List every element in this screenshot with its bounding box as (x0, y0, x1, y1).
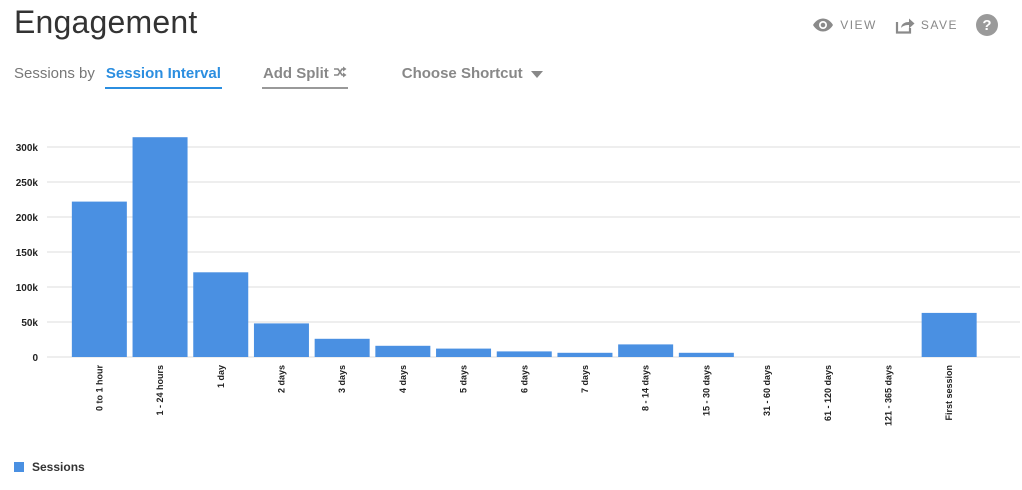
eye-icon (812, 18, 834, 32)
x-tick-label: 61 - 120 days (823, 365, 833, 421)
save-label: SAVE (920, 18, 958, 32)
x-tick-label: First session (944, 365, 954, 421)
x-tick-label: 31 - 60 days (762, 365, 772, 416)
bar[interactable] (557, 352, 613, 357)
x-tick-label: 6 days (519, 365, 529, 393)
share-icon (895, 17, 915, 34)
view-label: VIEW (840, 18, 877, 32)
query-controls: Sessions by Session Interval Add Split C… (14, 64, 543, 89)
x-tick-label: 1 day (216, 365, 226, 388)
x-tick-label: 7 days (580, 365, 590, 393)
bar[interactable] (132, 137, 188, 357)
x-tick-label: 3 days (337, 365, 347, 393)
sessions-bar-chart: 0 50k 100k 150k 200k 250k 300k 0 to 1 hour 1 - 2… (16, 137, 1020, 426)
caret-down-icon (530, 70, 543, 78)
bar[interactable] (496, 351, 552, 357)
session-interval-selector[interactable]: Session Interval (104, 64, 222, 89)
bar[interactable] (436, 348, 492, 357)
split-icon (333, 65, 347, 82)
x-tick-label: 0 to 1 hour (94, 365, 104, 411)
legend-label: Sessions (32, 460, 85, 474)
bar[interactable] (253, 323, 309, 357)
x-tick-label: 2 days (276, 365, 286, 393)
question-icon: ? (982, 16, 992, 34)
y-tick-label: 250k (16, 178, 39, 189)
page-title: Engagement (14, 4, 198, 40)
x-tick-label: 121 - 365 days (883, 365, 893, 426)
y-tick-label: 100k (16, 283, 39, 294)
shortcut-label: Choose Shortcut (401, 65, 523, 82)
y-tick-label: 150k (16, 248, 39, 259)
y-tick-label: 200k (16, 213, 39, 224)
x-tick-label: 5 days (459, 365, 469, 393)
legend-swatch (14, 462, 24, 472)
y-tick-label: 50k (21, 318, 38, 329)
x-tick-label: 4 days (398, 365, 408, 393)
x-tick-label: 1 - 24 hours (155, 365, 165, 416)
x-tick-label: 8 - 14 days (641, 365, 651, 411)
add-split-button[interactable]: Add Split (261, 64, 348, 89)
bar[interactable] (314, 338, 370, 357)
view-button[interactable]: VIEW (812, 18, 877, 32)
sessions-by-label: Sessions by (14, 65, 95, 82)
bar[interactable] (921, 312, 977, 357)
x-tick-label: 15 - 30 days (701, 365, 711, 416)
choose-shortcut-dropdown[interactable]: Choose Shortcut (402, 64, 543, 82)
bar[interactable] (375, 345, 431, 357)
add-split-label: Add Split (262, 65, 329, 82)
chart-legend[interactable]: Sessions (14, 460, 85, 474)
bar[interactable] (678, 352, 734, 357)
bar[interactable] (193, 272, 249, 357)
bar[interactable] (618, 344, 674, 357)
y-tick-label: 0 (32, 353, 38, 364)
y-tick-label: 300k (16, 143, 39, 154)
help-button[interactable]: ? (976, 14, 998, 36)
toolbar: VIEW SAVE ? (812, 14, 998, 36)
save-button[interactable]: SAVE (895, 17, 958, 34)
bar[interactable] (71, 201, 127, 357)
